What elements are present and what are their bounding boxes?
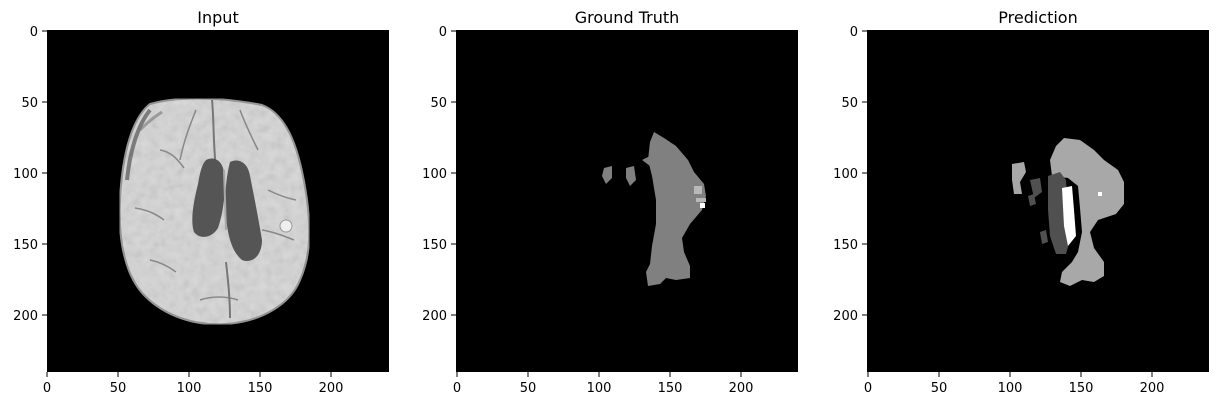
x-tick-label: 200: [1140, 381, 1165, 396]
ground-truth-mask: [602, 132, 706, 286]
panel-title: Ground Truth: [575, 8, 680, 27]
y-tick-label: 0: [30, 25, 38, 40]
x-tick-label: 0: [864, 381, 872, 396]
y-axis: 0 50 100 150 200: [13, 25, 47, 324]
image-background: [867, 30, 1209, 372]
y-tick-label: 200: [833, 309, 858, 324]
y-tick-label: 100: [422, 167, 447, 182]
x-tick-label: 100: [998, 381, 1023, 396]
x-tick-label: 150: [248, 381, 273, 396]
y-tick-label: 150: [422, 238, 447, 253]
panel-input: Input: [13, 8, 389, 396]
panel-ground-truth: Ground Truth 0 50 100 150 200: [422, 8, 798, 396]
x-tick-label: 150: [658, 381, 683, 396]
y-tick-label: 50: [21, 96, 38, 111]
panel-prediction: Prediction 0 50 100 150 200: [833, 8, 1209, 396]
image-background: [456, 30, 798, 372]
y-tick-label: 150: [833, 238, 858, 253]
x-tick-label: 50: [931, 381, 948, 396]
y-axis: 0 50 100 150 200: [422, 25, 456, 324]
y-axis: 0 50 100 150 200: [833, 25, 867, 324]
x-axis: 0 50 100 150 200: [43, 372, 344, 396]
panel-title: Input: [197, 8, 238, 27]
panel-title: Prediction: [998, 8, 1077, 27]
x-tick-label: 150: [1069, 381, 1094, 396]
y-tick-label: 0: [439, 25, 447, 40]
prediction-mask: [1012, 138, 1124, 286]
y-tick-label: 50: [841, 96, 858, 111]
x-tick-label: 200: [729, 381, 754, 396]
x-tick-label: 50: [110, 381, 127, 396]
y-tick-label: 150: [13, 238, 38, 253]
y-tick-label: 50: [430, 96, 447, 111]
x-tick-label: 100: [587, 381, 612, 396]
x-tick-label: 0: [453, 381, 461, 396]
y-tick-label: 200: [13, 309, 38, 324]
x-tick-label: 100: [177, 381, 202, 396]
x-axis: 0 50 100 150 200: [453, 372, 754, 396]
brain-mri-image: [118, 97, 311, 326]
x-axis: 0 50 100 150 200: [864, 372, 1165, 396]
x-tick-label: 0: [43, 381, 51, 396]
y-tick-label: 100: [833, 167, 858, 182]
y-tick-label: 0: [850, 25, 858, 40]
x-tick-label: 200: [319, 381, 344, 396]
y-tick-label: 200: [422, 309, 447, 324]
y-tick-label: 100: [13, 167, 38, 182]
x-tick-label: 50: [520, 381, 537, 396]
